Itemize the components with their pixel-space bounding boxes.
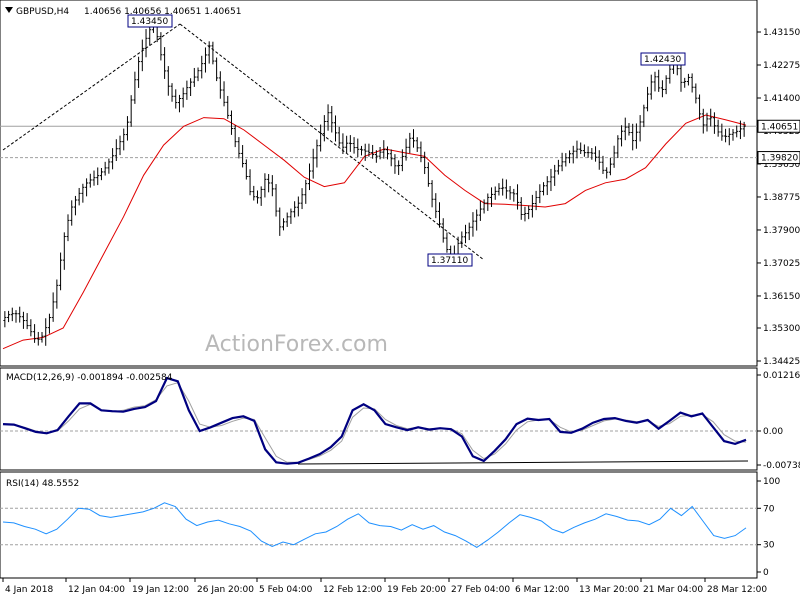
annotation-low-box — [427, 253, 473, 267]
price-level-box — [757, 151, 800, 165]
rsi-line — [2, 502, 747, 548]
price-grid — [0, 125, 757, 159]
macd-line — [2, 376, 747, 465]
moving-average — [2, 114, 747, 350]
macd-pane-frame — [0, 367, 758, 471]
annotation-mar-high: 1.42430 — [640, 52, 686, 66]
annotation-high-label: 1.43450 — [131, 17, 168, 27]
rsi-pane: RSI(14) 48.5552 100 70 30 0 — [0, 471, 780, 579]
price-tick-label: 1.41400 — [763, 94, 800, 104]
macd-lines — [2, 376, 747, 465]
price-tick-label: 1.43150 — [763, 28, 800, 38]
price-trendlines — [2, 23, 485, 261]
price-tick-label: 1.35300 — [763, 324, 800, 334]
macd-tick-label: -0.007384 — [763, 461, 800, 471]
price-tick-label: 1.38775 — [763, 193, 800, 203]
time-tick-label: 21 Mar 04:00 — [643, 585, 703, 595]
watermark-text: ActionForex.com — [205, 332, 388, 357]
price-tick-label: 1.34425 — [763, 357, 800, 367]
time-tick-label: 27 Feb 04:00 — [451, 585, 510, 595]
annotation-high-box — [127, 14, 173, 28]
trendline-up — [2, 23, 181, 151]
symbol-label: GBPUSD,H4 — [16, 7, 69, 17]
macd-pane: MACD(12,26,9) -0.001894 -0.002584 0.0121… — [0, 367, 800, 471]
rsi-lines — [2, 502, 747, 548]
price-tick-label: 1.42275 — [763, 61, 800, 71]
annotation-mar-high-box — [640, 52, 686, 66]
time-tick-label: 4 Jan 2018 — [5, 585, 53, 595]
annotation-high: 1.43450 — [127, 14, 173, 28]
price-tick-label: 1.37900 — [763, 226, 800, 236]
time-tick-label: 13 Mar 20:00 — [579, 585, 639, 595]
price-level-box — [757, 119, 800, 133]
price-tick-label: 1.39650 — [763, 160, 800, 170]
sma-line — [2, 114, 747, 350]
rsi-tick-label: 70 — [763, 504, 775, 514]
price-tick-label: 1.36150 — [763, 292, 800, 302]
annotation-mar-high-label: 1.42430 — [644, 55, 681, 65]
macd-trendline — [297, 460, 749, 465]
time-axis: 4 Jan 2018 12 Jan 04:00 19 Jan 12:00 26 Jan… — [2, 578, 767, 595]
macd-title: MACD(12,26,9) -0.001894 -0.002584 — [6, 373, 173, 383]
time-tick-label: 19 Jan 12:00 — [132, 585, 189, 595]
macd-tick-label: 0.012164 — [763, 371, 800, 381]
rsi-grid — [0, 507, 757, 546]
time-tick-label: 12 Feb 12:00 — [323, 585, 382, 595]
rsi-title: RSI(14) 48.5552 — [6, 479, 79, 489]
price-pane-frame — [0, 0, 758, 367]
time-tick-label: 26 Jan 20:00 — [197, 585, 254, 595]
price-level-label: 1.39820 — [761, 154, 798, 164]
quote-values: 1.40656 1.40656 1.40651 1.40651 — [84, 7, 241, 17]
annotation-low: 1.37110 — [427, 253, 473, 267]
rsi-tick-label: 0 — [763, 568, 769, 578]
trendline-down — [179, 23, 485, 261]
rsi-axis: 100 70 30 0 — [757, 477, 780, 578]
price-level-label: 1.40651 — [761, 122, 798, 132]
price-axis: 1.431501.422751.414001.405251.396501.387… — [757, 28, 800, 367]
time-tick-label: 19 Feb 20:00 — [387, 585, 446, 595]
time-tick-label: 6 Mar 12:00 — [515, 585, 570, 595]
macd-axis: 0.012164 0.00 -0.007384 — [757, 371, 800, 471]
rsi-tick-label: 30 — [763, 541, 775, 551]
macd-tick-label: 0.00 — [763, 427, 783, 437]
time-tick-label: 5 Feb 04:00 — [259, 585, 313, 595]
rsi-tick-label: 100 — [763, 477, 780, 487]
annotation-low-label: 1.37110 — [431, 256, 468, 266]
price-tick-label: 1.37025 — [763, 259, 800, 269]
time-tick-label: 28 Mar 12:00 — [707, 585, 767, 595]
price-pane: ActionForex.com GBPUSD,H4 1.40656 1.4065… — [0, 0, 800, 367]
header-info: GBPUSD,H4 1.40656 1.40656 1.40651 1.4065… — [5, 7, 241, 17]
time-tick-label: 12 Jan 04:00 — [68, 585, 125, 595]
menu-triangle-icon[interactable] — [5, 7, 13, 13]
price-candles — [3, 14, 746, 346]
